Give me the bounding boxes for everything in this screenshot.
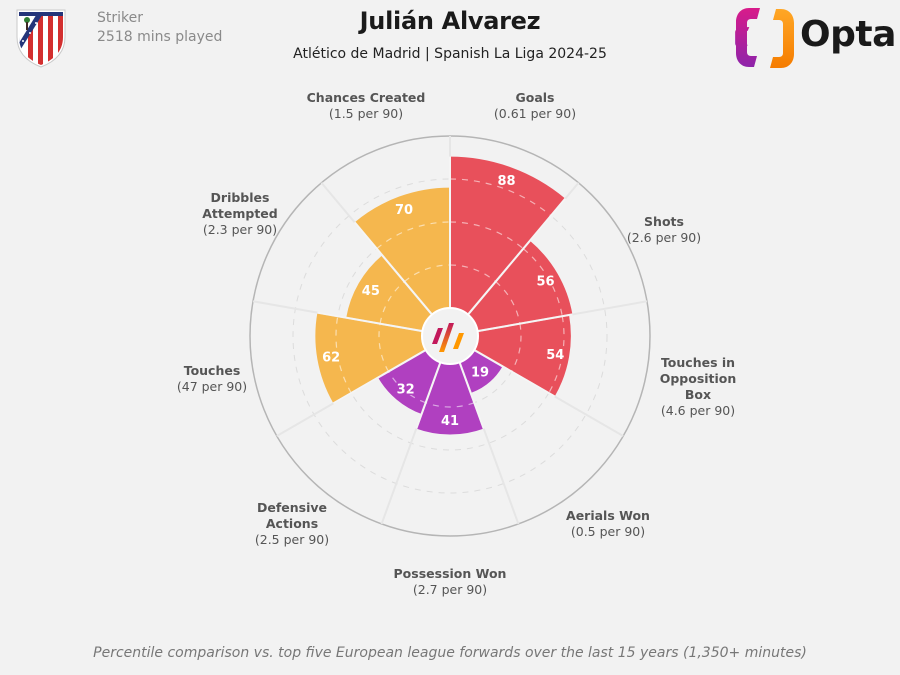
atletico-madrid-crest-icon — [16, 9, 66, 68]
page-subtitle: Atlético de Madrid | Spanish La Liga 202… — [293, 46, 607, 62]
category-name: Possession Won — [393, 566, 507, 581]
category-per90: (2.5 per 90) — [254, 532, 330, 547]
value-label: 19 — [471, 365, 489, 380]
value-label: 45 — [362, 284, 380, 299]
category-label: Dribbles Attempted (2.3 per 90) — [155, 190, 325, 238]
category-name: Chances Created — [306, 90, 426, 105]
bar-gridlines — [376, 221, 451, 283]
bar-gridlines — [495, 248, 563, 324]
category-label: Aerials Won (0.5 per 90) — [523, 508, 693, 540]
category-per90: (0.61 per 90) — [493, 106, 577, 121]
bar-defensive-actions — [378, 350, 441, 415]
category-label: Touches in Opposition Box (4.6 per 90) — [613, 355, 783, 419]
player-meta: Striker 2518 mins played — [97, 9, 222, 47]
category-label: Shots (2.6 per 90) — [579, 214, 749, 246]
category-per90: (47 per 90) — [176, 379, 248, 394]
category-per90: (2.3 per 90) — [202, 222, 278, 237]
value-label: 41 — [441, 414, 459, 429]
category-label: Touches (47 per 90) — [127, 363, 297, 395]
gridline-ring — [292, 178, 608, 494]
category-name: Touches — [183, 363, 241, 378]
value-label: 88 — [498, 174, 516, 189]
player-position: Striker — [97, 10, 143, 26]
category-per90: (0.5 per 90) — [570, 524, 646, 539]
value-label: 32 — [397, 382, 415, 397]
bar-gridlines — [387, 371, 426, 404]
category-per90: (1.5 per 90) — [328, 106, 404, 121]
category-per90: (2.7 per 90) — [412, 582, 488, 597]
category-name: Shots — [644, 214, 684, 229]
opta-mark-icon — [736, 8, 794, 68]
bar-gridlines — [510, 316, 565, 394]
category-label: Defensive Actions (2.5 per 90) — [207, 500, 377, 548]
category-name: Goals — [515, 90, 555, 105]
bar-chances-created — [354, 187, 450, 315]
category-label: Goals (0.61 per 90) — [450, 90, 620, 122]
bar-gridlines — [449, 178, 552, 283]
category-label: Possession Won (2.7 per 90) — [365, 566, 535, 598]
center-hub — [421, 307, 479, 365]
bar-gridlines — [335, 316, 390, 394]
category-name: Aerials Won — [566, 508, 650, 523]
bar-touches-in-opposition-box — [474, 315, 571, 397]
value-label: 62 — [322, 350, 340, 365]
category-name: Touches in Opposition Box — [659, 355, 737, 402]
minutes-played: 2518 mins played — [97, 29, 223, 45]
category-name: Defensive Actions — [256, 500, 328, 531]
bar-goals — [450, 156, 566, 315]
value-label: 70 — [395, 203, 413, 218]
page-title: Julián Alvarez — [359, 7, 541, 35]
bar-touches — [315, 312, 426, 404]
value-label: 54 — [546, 348, 564, 363]
bar-shots — [467, 240, 573, 332]
category-per90: (4.6 per 90) — [660, 403, 736, 418]
category-label: Chances Created (1.5 per 90) — [281, 90, 451, 122]
category-per90: (2.6 per 90) — [626, 230, 702, 245]
opta-brand: Opta — [800, 14, 896, 55]
footnote: Percentile comparison vs. top five Europ… — [93, 645, 807, 661]
value-label: 56 — [536, 274, 554, 289]
bar-dribbles-attempted — [346, 255, 433, 332]
opta-stripes-icon — [432, 323, 464, 352]
bar-gridlines — [425, 402, 475, 408]
bar-possession-won — [416, 362, 484, 435]
category-name: Dribbles Attempted — [202, 190, 278, 221]
bar-gridlines — [379, 281, 405, 324]
